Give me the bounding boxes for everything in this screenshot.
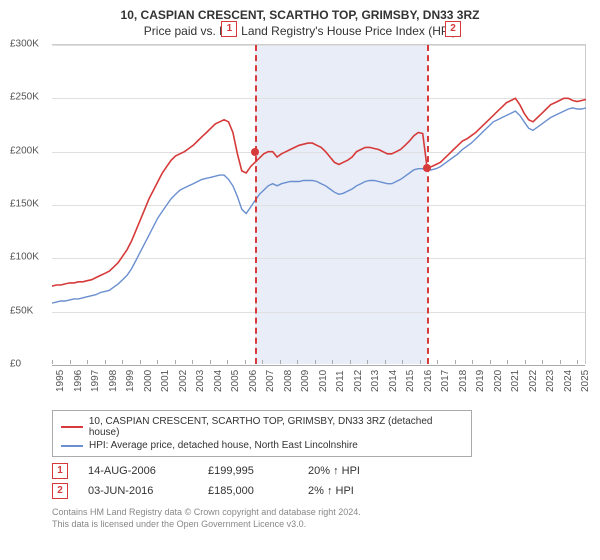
footer-line2: This data is licensed under the Open Gov… bbox=[52, 519, 590, 531]
event-pct: 20% ↑ HPI bbox=[308, 465, 398, 477]
legend: 10, CASPIAN CRESCENT, SCARTHO TOP, GRIMS… bbox=[52, 410, 472, 457]
events-table: 1 14-AUG-2006 £199,995 20% ↑ HPI 2 03-JU… bbox=[52, 463, 590, 499]
event-marker-icon: 1 bbox=[52, 463, 68, 479]
legend-label: 10, CASPIAN CRESCENT, SCARTHO TOP, GRIMS… bbox=[89, 416, 463, 438]
legend-swatch bbox=[61, 445, 83, 447]
y-axis: £0£50K£100K£150K£200K£250K£300K bbox=[10, 44, 50, 364]
plot-area: 12 bbox=[52, 44, 586, 364]
footer-line1: Contains HM Land Registry data © Crown c… bbox=[52, 507, 590, 519]
legend-swatch bbox=[61, 426, 83, 428]
legend-label: HPI: Average price, detached house, Nort… bbox=[89, 440, 358, 451]
event-row: 1 14-AUG-2006 £199,995 20% ↑ HPI bbox=[52, 463, 590, 479]
event-date: 03-JUN-2016 bbox=[88, 485, 188, 497]
footer: Contains HM Land Registry data © Crown c… bbox=[52, 507, 590, 530]
event-pct: 2% ↑ HPI bbox=[308, 485, 398, 497]
chart-lines bbox=[52, 45, 586, 365]
x-axis: 1995199619971998199920002001200220032004… bbox=[52, 364, 586, 404]
event-price: £199,995 bbox=[208, 465, 288, 477]
title-line2: Price paid vs. HM Land Registry's House … bbox=[10, 24, 590, 38]
event-date: 14-AUG-2006 bbox=[88, 465, 188, 477]
event-row: 2 03-JUN-2016 £185,000 2% ↑ HPI bbox=[52, 483, 590, 499]
event-price: £185,000 bbox=[208, 485, 288, 497]
event-marker-icon: 2 bbox=[52, 483, 68, 499]
legend-row: HPI: Average price, detached house, Nort… bbox=[61, 439, 463, 452]
price-chart: £0£50K£100K£150K£200K£250K£300K 12 19951… bbox=[10, 44, 590, 404]
legend-row: 10, CASPIAN CRESCENT, SCARTHO TOP, GRIMS… bbox=[61, 415, 463, 439]
title-line1: 10, CASPIAN CRESCENT, SCARTHO TOP, GRIMS… bbox=[10, 8, 590, 22]
